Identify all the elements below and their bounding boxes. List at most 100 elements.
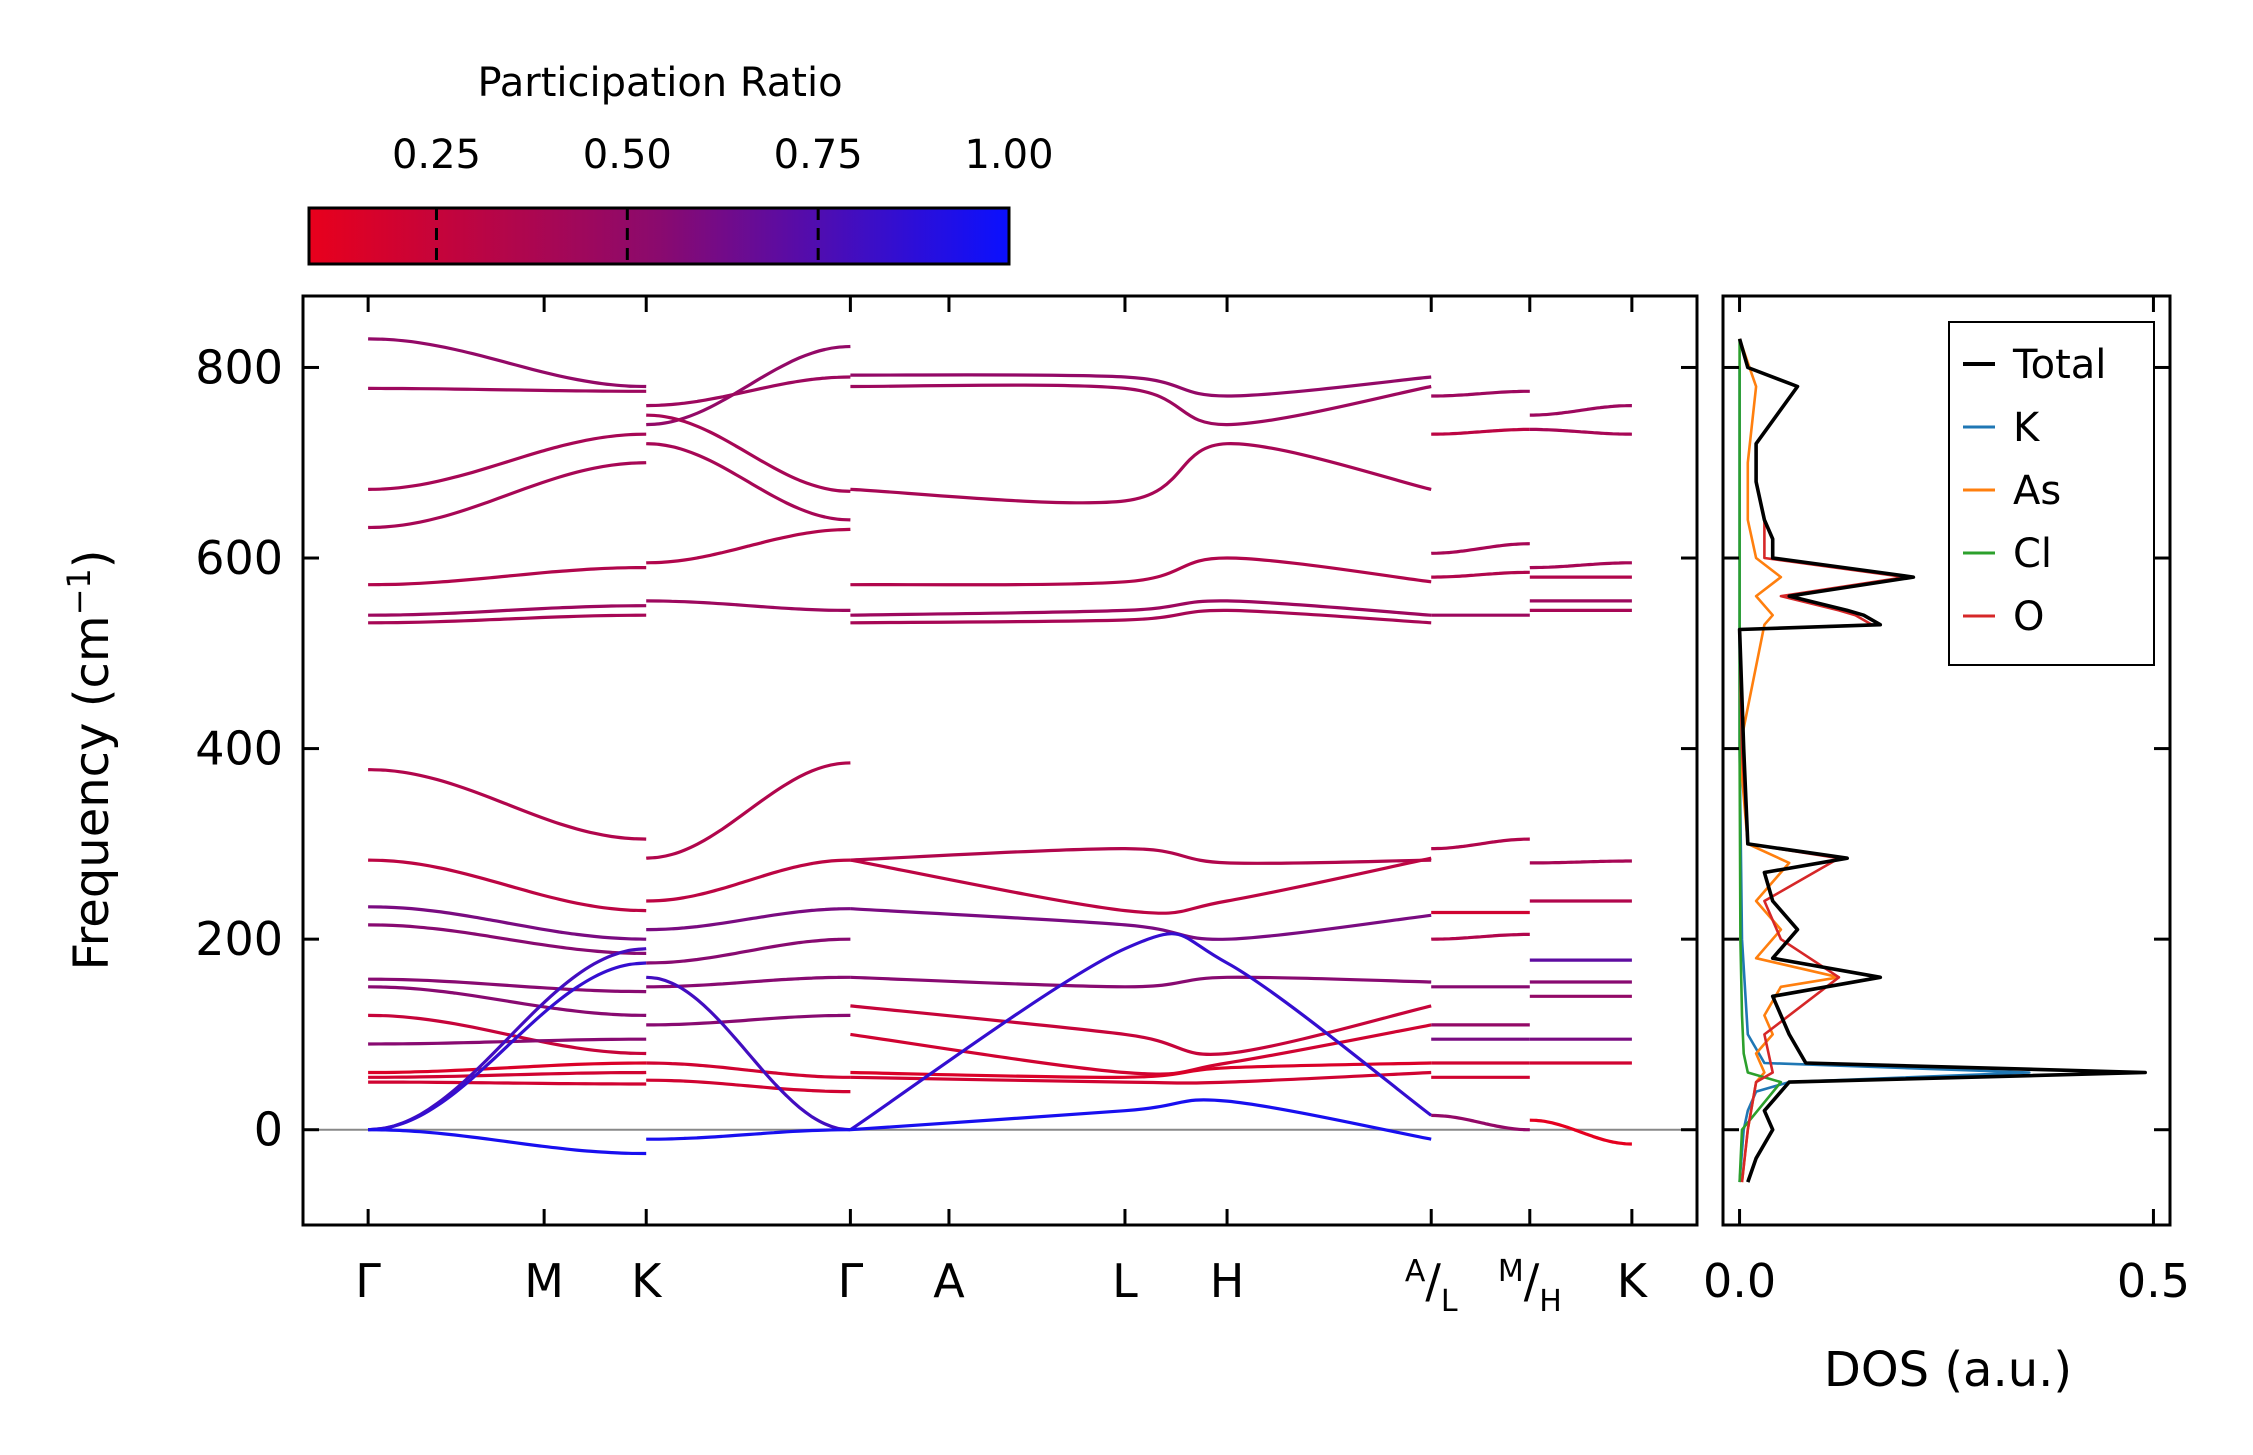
band-branch xyxy=(850,856,1432,915)
band-branch xyxy=(646,1013,851,1027)
band-branch xyxy=(646,858,851,903)
k-label-mh: M/H xyxy=(1498,1254,1562,1319)
band-branch xyxy=(646,975,851,1132)
band-branch xyxy=(850,1004,1432,1056)
band-branch xyxy=(368,1128,647,1156)
dos-series-cl xyxy=(1738,338,1783,1183)
band-branch xyxy=(850,846,1432,865)
legend-label-o: O xyxy=(2013,594,2044,640)
legend-label-cl: Cl xyxy=(2013,531,2052,577)
band-branch xyxy=(368,1080,647,1086)
band-branch xyxy=(1431,932,1530,941)
band-branch xyxy=(849,932,1433,1132)
band-branch xyxy=(646,527,851,565)
y-axis-label: Frequency (cm−1) xyxy=(60,549,120,970)
band-branch xyxy=(367,961,647,1132)
dos-x-tick-label: 0.0 xyxy=(1703,1254,1776,1308)
band-branch xyxy=(368,432,647,491)
band-branch xyxy=(646,413,851,493)
band-branch xyxy=(850,599,1432,617)
band-branch xyxy=(646,375,851,408)
dos-panel: 0.0 0.5 DOS (a.u.) Total K As Cl O xyxy=(1703,294,2190,1398)
band-plot-frame xyxy=(301,294,1699,1227)
k-label-gamma1: Γ xyxy=(355,1254,381,1308)
k-label-al: A/L xyxy=(1405,1254,1458,1319)
colorbar-tick-label: 0.50 xyxy=(583,132,672,178)
colorbar-tick-label: 0.25 xyxy=(392,132,481,178)
band-branch xyxy=(368,768,647,841)
y-tick-label: 0 xyxy=(254,1103,283,1157)
band-branch xyxy=(368,604,647,617)
dos-series-total xyxy=(1737,338,2147,1183)
band-branch xyxy=(368,613,647,625)
band-branch xyxy=(1431,837,1530,851)
band-branch xyxy=(368,337,647,389)
y-tick-label: 400 xyxy=(195,722,283,776)
band-structure-panel: 0 200 400 600 800 Γ M K Γ A L H A/L M/H K Frequency (c… xyxy=(60,294,1699,1319)
y-tick-label: 800 xyxy=(195,340,283,394)
colorbar: Participation Ratio 0.25 0.50 0.75 1.00 xyxy=(307,60,1054,266)
legend-label-total: Total xyxy=(2012,342,2106,388)
k-label-k1: K xyxy=(631,1254,663,1308)
band-branch xyxy=(368,1070,647,1079)
band-branch xyxy=(368,1013,647,1056)
legend-frame xyxy=(1948,321,2155,666)
x-axis-label: DOS (a.u.) xyxy=(1824,1342,2072,1398)
band-branch xyxy=(646,1128,851,1141)
legend: Total K As Cl O xyxy=(1948,321,2155,666)
dos-x-tick-label: 0.5 xyxy=(2117,1254,2190,1308)
band-branch xyxy=(850,1070,1432,1085)
k-label-k2: K xyxy=(1617,1254,1649,1308)
band-branch xyxy=(1529,404,1632,417)
band-branch xyxy=(368,1061,647,1075)
band-branch xyxy=(1431,1113,1530,1132)
band-branch xyxy=(368,905,647,941)
band-branch xyxy=(850,975,1432,989)
band-branch xyxy=(1431,389,1530,398)
legend-label-k: K xyxy=(2013,405,2041,451)
band-branch xyxy=(1431,542,1530,555)
colorbar-gradient xyxy=(307,206,1011,266)
y-tick-label: 200 xyxy=(195,912,283,966)
band-branch xyxy=(850,1023,1432,1076)
band-branch xyxy=(1529,859,1632,865)
band-branch xyxy=(850,608,1432,625)
band-branch xyxy=(368,985,647,1017)
band-branch xyxy=(850,556,1432,587)
band-branch xyxy=(368,1037,647,1046)
colorbar-title: Participation Ratio xyxy=(477,60,842,106)
k-label-h: H xyxy=(1210,1254,1245,1308)
band-branch xyxy=(368,858,647,913)
band-branch xyxy=(1431,427,1530,436)
band-branch xyxy=(646,937,851,965)
dos-series-as xyxy=(1738,338,1841,1183)
band-branch xyxy=(850,383,1432,427)
colorbar-tick-label: 0.75 xyxy=(774,132,863,178)
band-branch xyxy=(646,344,851,427)
band-branch xyxy=(850,1098,1432,1141)
band-branch xyxy=(1529,1118,1632,1146)
y-tick-label: 600 xyxy=(195,531,283,585)
k-label-gamma2: Γ xyxy=(838,1254,864,1308)
band-branch xyxy=(368,461,647,530)
band-branch xyxy=(368,977,647,994)
band-branch xyxy=(646,442,851,522)
band-branch xyxy=(1431,570,1530,579)
band-branch xyxy=(646,1078,851,1094)
dos-series-o xyxy=(1738,338,1907,1183)
k-label-a: A xyxy=(933,1254,965,1308)
band-branch xyxy=(1529,561,1632,570)
band-branch xyxy=(646,1061,851,1079)
band-branch xyxy=(850,442,1432,505)
band-branch xyxy=(368,566,647,587)
colorbar-tick-label: 1.00 xyxy=(964,132,1053,178)
band-branch xyxy=(368,923,647,955)
dos-plot-frame xyxy=(1721,294,2172,1227)
band-branch xyxy=(646,761,851,860)
band-branch xyxy=(368,386,647,393)
band-branch xyxy=(850,373,1432,398)
band-branch xyxy=(646,599,851,612)
k-label-l: L xyxy=(1112,1254,1138,1308)
band-branch xyxy=(850,1061,1432,1079)
